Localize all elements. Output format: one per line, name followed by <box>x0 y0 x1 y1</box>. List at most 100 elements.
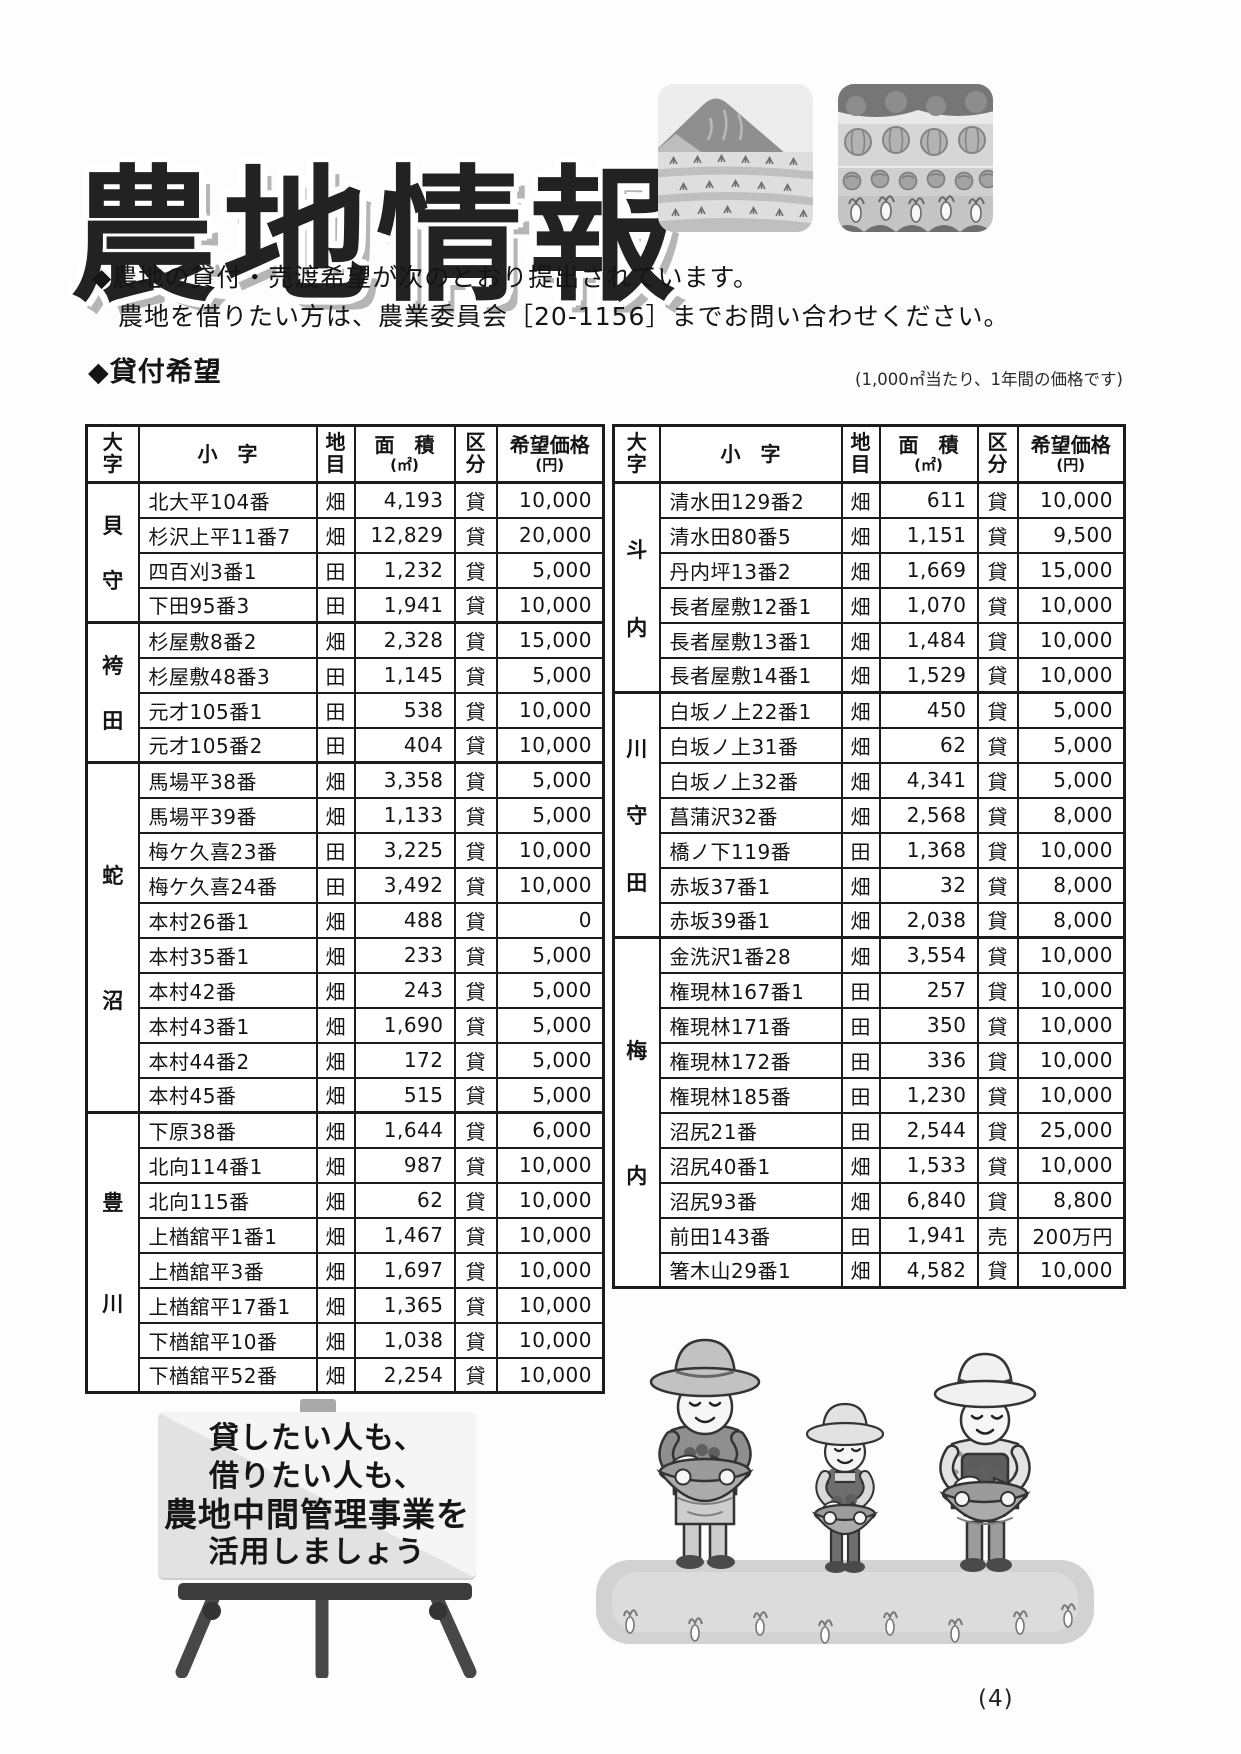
menseki-cell: 243 <box>353 971 456 1009</box>
chimoku-cell: 畑 <box>315 936 356 974</box>
menseki-cell: 4,341 <box>878 761 979 799</box>
table-row: 白坂ノ上32番畑 4,341 貸 5,000 <box>614 761 1126 799</box>
menseki-cell: 1,133 <box>353 796 456 834</box>
koaza-cell: 丹内坪13番2 <box>658 551 843 589</box>
menseki-cell: 4,582 <box>878 1251 979 1289</box>
koaza-cell: 四百刈3番1 <box>137 551 318 589</box>
kubun-cell: 貸 <box>453 1111 498 1149</box>
kubun-cell: 貸 <box>453 1146 498 1184</box>
menseki-cell: 1,230 <box>878 1076 979 1114</box>
kubun-cell: 貸 <box>453 1041 498 1079</box>
price-cell: 9,500 <box>1016 516 1126 554</box>
chimoku-cell: 畑 <box>840 936 881 974</box>
kubun-cell: 貸 <box>976 761 1019 799</box>
table-row: 前田143番田 1,941 売 200万円 <box>614 1216 1126 1254</box>
koaza-cell: 本村43番1 <box>137 1006 318 1044</box>
chimoku-cell: 畑 <box>315 1006 356 1044</box>
chimoku-cell: 畑 <box>315 901 356 939</box>
kubun-cell: 貸 <box>453 516 498 554</box>
intro-line-1: ◆農地の貸付・売渡希望が次のとおり提出されています。 <box>92 263 759 292</box>
koaza-cell: 本村42番 <box>137 971 318 1009</box>
price-cell: 5,000 <box>495 551 605 589</box>
header-chimoku: 地目 <box>315 424 356 484</box>
price-cell: 10,000 <box>495 1146 605 1184</box>
price-cell: 10,000 <box>1016 971 1126 1009</box>
kubun-cell: 貸 <box>976 516 1019 554</box>
oaza-group-cell: 蛇沼 <box>85 761 140 1114</box>
koaza-cell: 下田95番3 <box>137 586 318 624</box>
kubun-cell: 貸 <box>453 761 498 799</box>
chimoku-cell: 畑 <box>840 656 881 694</box>
menseki-cell: 1,941 <box>878 1216 979 1254</box>
koaza-cell: 清水田129番2 <box>658 481 843 519</box>
table-row: 四百刈3番1 田 1,232 貸 5,000 <box>87 551 605 589</box>
chimoku-cell: 畑 <box>840 481 881 519</box>
table-header-row: 大字小 字地目面 積 (㎡) 区分希望価格 (円) <box>612 424 1126 484</box>
koaza-cell: 沼尻40番1 <box>658 1146 843 1184</box>
menseki-cell: 1,529 <box>878 656 979 694</box>
table-row: 杉沢上平11番7 畑 12,829 貸 20,000 <box>87 516 605 554</box>
menseki-cell: 62 <box>878 726 979 764</box>
koaza-cell: 赤坂39番1 <box>658 901 843 939</box>
farmers-illustration-icon <box>596 1338 1094 1644</box>
kubun-cell: 貸 <box>453 726 498 764</box>
chimoku-cell: 田 <box>315 551 356 589</box>
oaza-group-cell: 豊川 <box>85 1111 140 1394</box>
table-row: 梅内金洗沢1番28 畑 3,554 貸 10,000 <box>612 936 1126 1289</box>
price-cell: 10,000 <box>495 1321 605 1359</box>
chimoku-cell: 畑 <box>315 796 356 834</box>
menseki-cell: 1,151 <box>878 516 979 554</box>
koaza-cell: 権現林167番1 <box>658 971 843 1009</box>
table-row: 本村42番畑 243 貸 5,000 <box>87 971 605 1009</box>
koaza-cell: 長者屋敷13番1 <box>658 621 843 659</box>
table-row: 豊川下原38番畑 1,644 貸 6,000 <box>85 1111 605 1394</box>
kubun-cell: 貸 <box>976 796 1019 834</box>
menseki-cell: 2,544 <box>878 1111 979 1149</box>
chimoku-cell: 田 <box>840 1041 881 1079</box>
table-row: 杉屋敷48番3 田 1,145 貸 5,000 <box>87 656 605 694</box>
price-cell: 10,000 <box>1016 831 1126 869</box>
menseki-cell: 450 <box>878 691 979 729</box>
price-cell: 5,000 <box>495 1076 605 1114</box>
chimoku-cell: 畑 <box>315 516 356 554</box>
menseki-cell: 2,038 <box>878 901 979 939</box>
vegetable-field-illustration-icon <box>838 84 993 232</box>
chimoku-cell: 畑 <box>840 516 881 554</box>
table-row: 沼尻21番田 2,544 貸 25,000 <box>614 1111 1126 1149</box>
price-cell: 10,000 <box>1016 656 1126 694</box>
menseki-cell: 3,358 <box>353 761 456 799</box>
koaza-cell: 杉沢上平11番7 <box>137 516 318 554</box>
chimoku-cell: 畑 <box>315 971 356 1009</box>
menseki-cell: 1,070 <box>878 586 979 624</box>
kubun-cell: 貸 <box>453 1006 498 1044</box>
table-row: 沼尻40番1 畑 1,533 貸 10,000 <box>614 1146 1126 1184</box>
table-row: 清水田80番5 畑 1,151 貸 9,500 <box>614 516 1126 554</box>
price-cell: 10,000 <box>1016 1251 1126 1289</box>
kubun-cell: 貸 <box>976 1041 1019 1079</box>
intro-line-2: 農地を借りたい方は、農業委員会［20-1156］までお問い合わせください。 <box>118 302 1010 331</box>
menseki-cell: 1,484 <box>878 621 979 659</box>
koaza-cell: 北向114番1 <box>137 1146 318 1184</box>
price-cell: 5,000 <box>495 796 605 834</box>
price-cell: 200万円 <box>1016 1216 1126 1254</box>
price-cell: 10,000 <box>495 1286 605 1324</box>
price-cell: 6,000 <box>495 1111 605 1149</box>
price-cell: 10,000 <box>1016 621 1126 659</box>
sign-line: 貸したい人も、 <box>208 1421 426 1456</box>
table-row: 権現林167番1 田 257 貸 10,000 <box>614 971 1126 1009</box>
price-cell: 10,000 <box>495 866 605 904</box>
oaza-group-cell: 袴田 <box>85 621 140 764</box>
menseki-cell: 4,193 <box>353 481 456 519</box>
chimoku-cell: 畑 <box>315 1216 356 1254</box>
chimoku-cell: 畑 <box>840 866 881 904</box>
section-heading: ◆貸付希望 <box>88 357 222 388</box>
koaza-cell: 元才105番1 <box>137 691 318 729</box>
table-row: 長者屋敷14番1 畑 1,529 貸 10,000 <box>614 656 1126 694</box>
table-row: 貝守北大平104番畑 4,193 貸 10,000 <box>85 481 605 624</box>
koaza-cell: 本村26番1 <box>137 901 318 939</box>
koaza-cell: 菖蒲沢32番 <box>658 796 843 834</box>
price-cell: 10,000 <box>1016 1076 1126 1114</box>
kubun-cell: 貸 <box>976 726 1019 764</box>
price-cell: 5,000 <box>495 936 605 974</box>
